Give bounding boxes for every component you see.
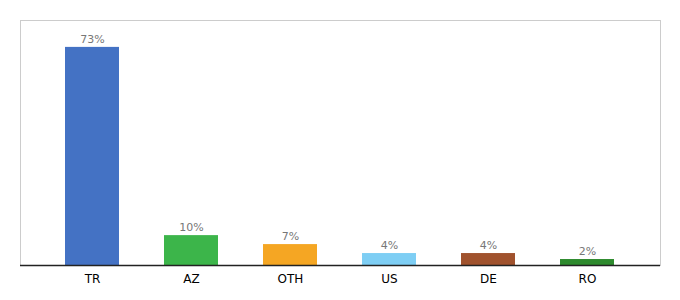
svg-text:4%: 4%: [480, 239, 497, 252]
svg-text:73%: 73%: [80, 33, 104, 46]
svg-text:OTH: OTH: [278, 272, 304, 286]
svg-text:7%: 7%: [282, 230, 299, 243]
svg-text:2%: 2%: [579, 245, 596, 258]
svg-text:DE: DE: [480, 272, 497, 286]
svg-text:10%: 10%: [179, 221, 203, 234]
svg-text:TR: TR: [84, 272, 101, 286]
svg-text:US: US: [381, 272, 397, 286]
svg-text:4%: 4%: [381, 239, 398, 252]
svg-text:RO: RO: [579, 272, 597, 286]
svg-text:AZ: AZ: [183, 272, 199, 286]
